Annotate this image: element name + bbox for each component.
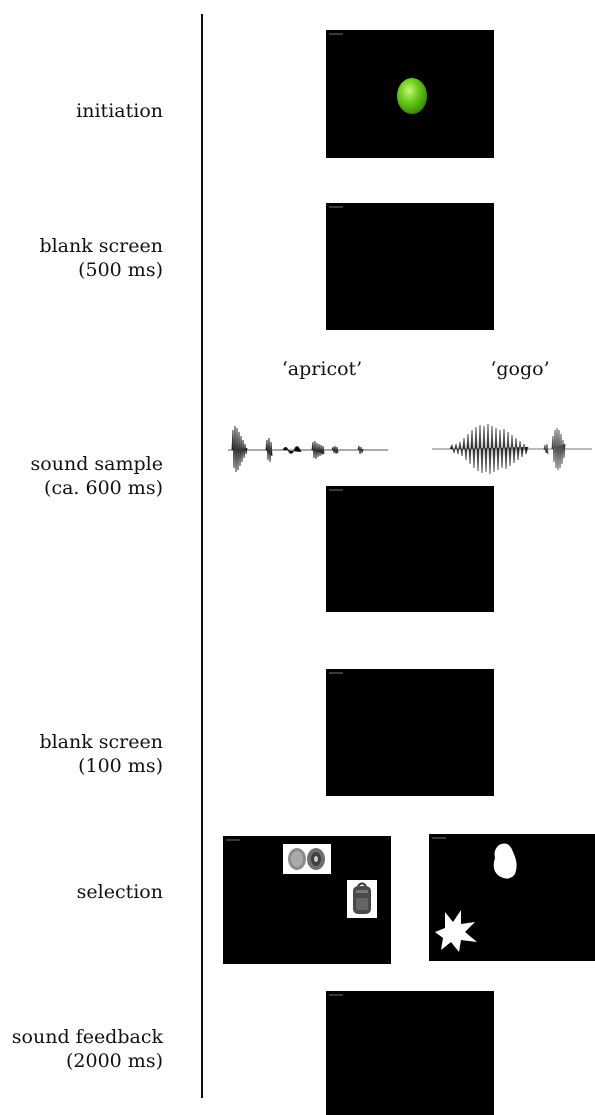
backpack-icon[interactable] — [347, 880, 377, 918]
step-label-initiation: initiation — [76, 100, 163, 122]
screen-corner-text — [329, 489, 343, 491]
blank-screen-500ms — [326, 203, 494, 330]
sound-word-gogo: ‘gogo’ — [490, 358, 550, 380]
white-star-shape-icon[interactable] — [435, 908, 479, 954]
selection-screen-shapes — [429, 834, 595, 961]
step-label-sound-feedback: sound feedback (2000 ms) — [11, 1026, 163, 1072]
sound-feedback-screen — [326, 991, 494, 1115]
screen-corner-text — [226, 839, 240, 841]
initiation-screen — [326, 30, 494, 158]
waveform-apricot-icon — [228, 425, 388, 473]
step-label-blank-screen-2: blank screen (100 ms) — [39, 731, 163, 777]
step-label-selection: selection — [76, 881, 163, 903]
white-blob-icon[interactable] — [489, 842, 521, 882]
step-label-sound-sample: sound sample (ca. 600 ms) — [30, 453, 163, 499]
kiwi-fruit-icon[interactable] — [283, 844, 331, 874]
screen-corner-text — [329, 33, 343, 35]
sound-word-apricot: ‘apricot’ — [281, 358, 363, 380]
timeline-axis — [201, 14, 203, 1098]
step-label-blank-screen-1: blank screen (500 ms) — [39, 235, 163, 281]
blank-screen-100ms — [326, 669, 494, 796]
green-button-icon[interactable] — [396, 77, 428, 115]
screen-corner-text — [432, 837, 446, 839]
sound-sample-screen — [326, 486, 494, 612]
screen-corner-text — [329, 994, 343, 996]
screen-corner-text — [329, 672, 343, 674]
screen-corner-text — [329, 206, 343, 208]
waveform-gogo-icon — [432, 423, 592, 475]
selection-screen-objects — [223, 836, 391, 964]
